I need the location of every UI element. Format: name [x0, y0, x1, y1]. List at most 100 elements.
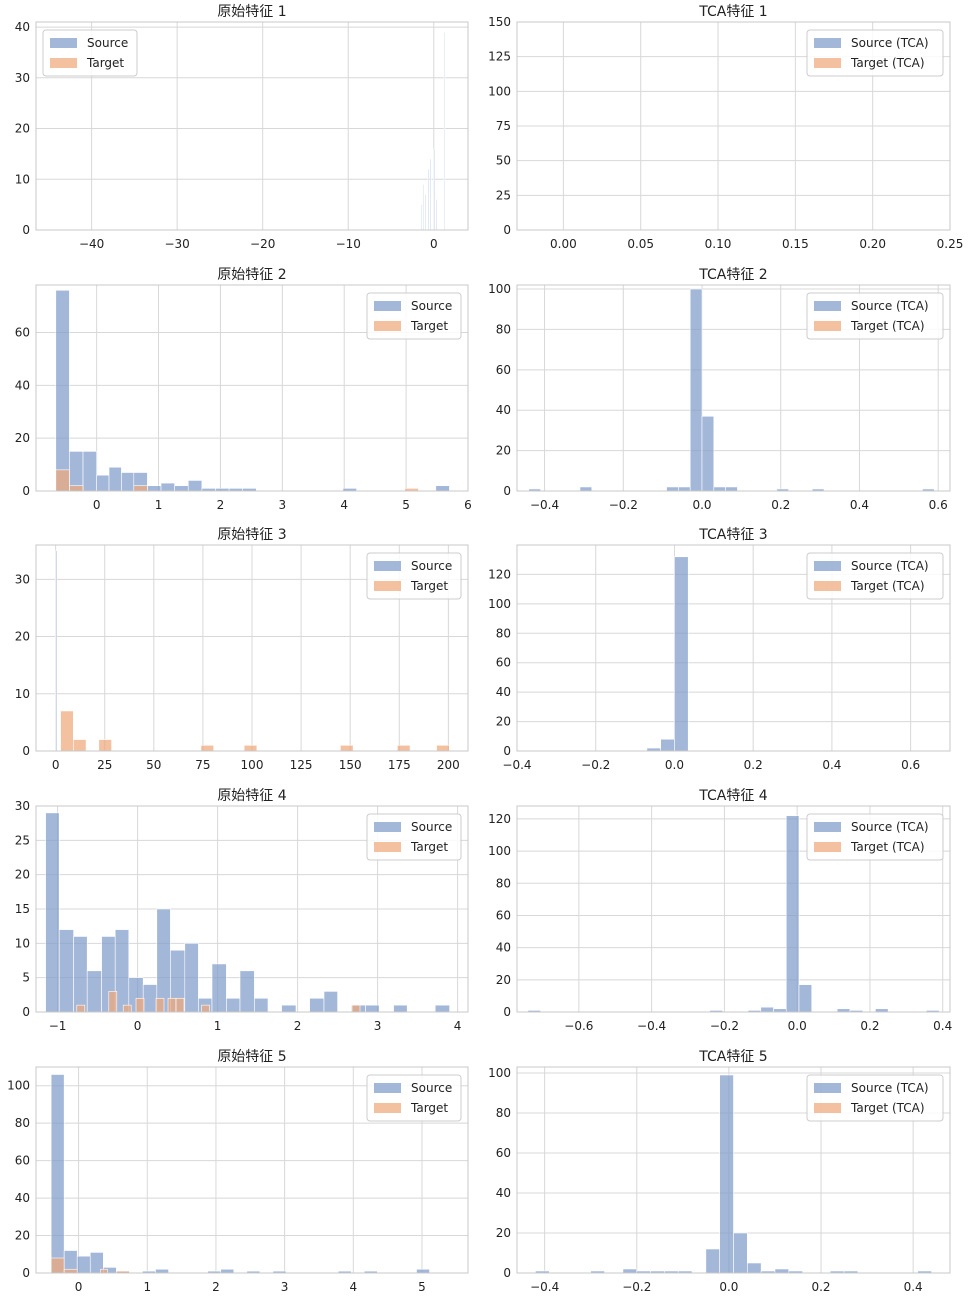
- histogram-bar-source: [69, 451, 84, 492]
- x-tick-label: 25: [97, 758, 112, 772]
- x-tick-label: 0.0: [788, 1019, 807, 1033]
- legend-label: Source: [411, 820, 452, 834]
- histogram-bar-target: [55, 469, 70, 492]
- x-tick-label: −0.6: [564, 1019, 593, 1033]
- histogram-bar-source: [434, 1004, 450, 1013]
- histogram-bar-source: [187, 480, 203, 492]
- chart-title: TCA特征 3: [698, 527, 767, 543]
- legend-label: Target (TCA): [850, 56, 925, 70]
- histogram-bar-source-tca: [747, 1262, 762, 1274]
- histogram-bar-source: [58, 929, 74, 1013]
- legend-swatch-source-tca: [814, 301, 841, 311]
- y-tick-label: 0: [503, 484, 511, 498]
- x-tick-label: 0.4: [850, 498, 869, 512]
- histogram-bar-source: [430, 158, 432, 231]
- legend-swatch-source-tca: [814, 1083, 841, 1093]
- x-tick-label: 0.4: [933, 1019, 952, 1033]
- histogram-bar-source: [424, 194, 427, 231]
- x-tick-label: 0.20: [859, 237, 886, 251]
- x-tick-label: 50: [146, 758, 161, 772]
- legend-swatch-target: [50, 58, 77, 68]
- panel-10: −0.4 −0.2 0.0 0.2 0.4 0 20 40 60 80 100 TCA特征 5 Sour…: [488, 1049, 951, 1294]
- histogram-bar-source: [55, 550, 58, 752]
- y-tick-label: 40: [15, 378, 30, 392]
- x-tick-label: −0.2: [710, 1019, 739, 1033]
- legend: Source Target: [366, 813, 462, 861]
- y-tick-label: 20: [496, 973, 511, 987]
- y-tick-label: 60: [15, 1154, 30, 1168]
- histogram-bar-source: [211, 963, 227, 1013]
- histogram-bar-target: [100, 1268, 108, 1274]
- x-tick-label: 2: [294, 1019, 302, 1033]
- y-tick-label: 10: [15, 172, 30, 186]
- x-tick-label: 0.25: [937, 237, 964, 251]
- histogram-bar-source-tca: [674, 556, 689, 752]
- legend-swatch-source: [50, 38, 77, 48]
- histogram-bar-source: [155, 1268, 169, 1274]
- plot-frame: [516, 544, 951, 752]
- histogram-bar-source: [73, 936, 88, 1013]
- x-tick-label: 3: [374, 1019, 382, 1033]
- histogram-bar-source: [86, 970, 102, 1013]
- x-tick-label: −0.4: [637, 1019, 666, 1033]
- plot-frame: [516, 21, 951, 231]
- x-tick-label: 175: [388, 758, 411, 772]
- x-tick-label: 3: [279, 498, 287, 512]
- y-tick-label: 20: [15, 431, 30, 445]
- x-tick-label: 1: [155, 498, 163, 512]
- legend-swatch-target: [374, 842, 401, 852]
- y-tick-label: 0: [22, 223, 30, 237]
- x-tick-label: 5: [402, 498, 410, 512]
- chart-title: TCA特征 1: [698, 4, 767, 20]
- panel-1: −40 −30 −20 −10 0 0 10 20 30 40 原始特征 1 Source Target: [15, 4, 469, 251]
- chart-title: 原始特征 5: [217, 1049, 286, 1065]
- histogram-bar-source: [443, 31, 446, 231]
- legend: Source (TCA) Target (TCA): [806, 292, 944, 340]
- legend-swatch-target: [374, 581, 401, 591]
- x-tick-label: 4: [349, 1280, 357, 1294]
- x-tick-label: 1: [214, 1019, 222, 1033]
- y-tick-label: 100: [488, 1066, 511, 1080]
- legend-label: Target (TCA): [850, 1101, 925, 1115]
- x-tick-label: 0: [52, 758, 60, 772]
- histogram-bar-source: [114, 929, 130, 1013]
- histogram-bar-source-tca: [705, 1248, 720, 1274]
- plot-frame: [35, 284, 469, 492]
- legend-label: Target (TCA): [850, 840, 925, 854]
- histogram-bar-target: [73, 739, 87, 752]
- x-tick-label: 0.2: [771, 498, 790, 512]
- y-tick-label: 25: [496, 188, 511, 202]
- histogram-bar-source-tca: [579, 486, 593, 492]
- y-tick-label: 75: [496, 119, 511, 133]
- x-tick-label: −40: [79, 237, 104, 251]
- y-tick-label: 40: [496, 941, 511, 955]
- histogram-bar-source: [184, 943, 199, 1013]
- legend-label: Target (TCA): [850, 319, 925, 333]
- histogram-bar-source-tca: [760, 1006, 774, 1013]
- histogram-bar-target: [397, 744, 411, 752]
- legend-label: Target: [410, 579, 448, 593]
- histogram-bar-target: [436, 744, 450, 752]
- y-tick-label: 20: [15, 630, 30, 644]
- histogram-bar-source-tca: [689, 288, 703, 492]
- histogram-bar-target: [167, 997, 177, 1013]
- legend: Source (TCA) Target (TCA): [806, 1074, 944, 1122]
- x-tick-label: 200: [437, 758, 460, 772]
- histogram-bar-source: [50, 1074, 65, 1274]
- y-tick-label: 60: [15, 326, 30, 340]
- chart-title: 原始特征 4: [217, 788, 286, 804]
- y-tick-label: 80: [15, 1116, 30, 1130]
- x-tick-label: 0.0: [719, 1280, 738, 1294]
- y-tick-label: 30: [15, 799, 30, 813]
- plot-frame: [516, 1066, 951, 1274]
- y-tick-label: 20: [496, 1226, 511, 1240]
- y-tick-label: 0: [22, 744, 30, 758]
- legend-label: Source (TCA): [851, 299, 929, 313]
- histogram-bar-target: [135, 997, 145, 1013]
- y-tick-label: 40: [15, 20, 30, 34]
- legend-label: Target: [86, 56, 124, 70]
- y-tick-label: 10: [15, 687, 30, 701]
- histogram-bar-target: [201, 1004, 210, 1013]
